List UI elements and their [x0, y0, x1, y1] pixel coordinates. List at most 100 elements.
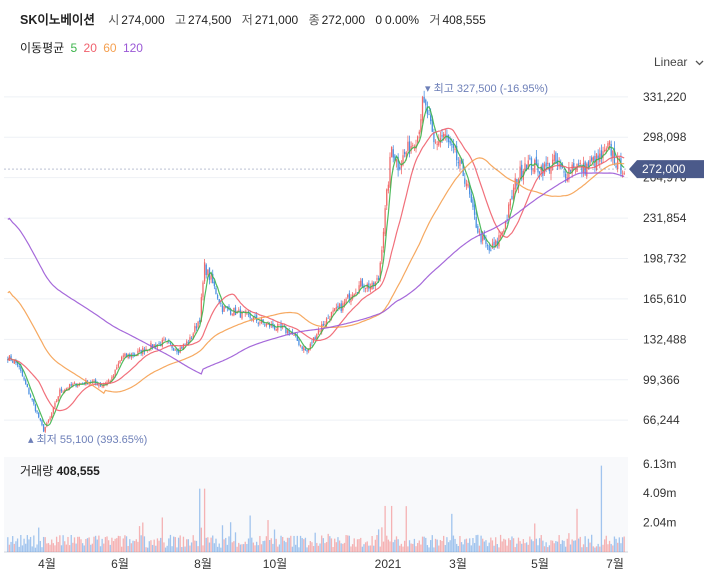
volume-tick-label: 4.09m	[643, 486, 676, 500]
candle-body	[72, 383, 74, 386]
volume-bar	[514, 547, 516, 552]
volume-bar	[94, 535, 97, 552]
volume-bar	[93, 536, 95, 552]
candle-body	[231, 314, 233, 316]
volume-bar	[369, 545, 372, 552]
candle-body	[101, 385, 103, 387]
candle-body	[49, 417, 51, 420]
candle-body	[93, 380, 95, 383]
candle-body	[449, 140, 451, 144]
candle-body	[586, 163, 588, 177]
candle-body	[374, 281, 377, 287]
volume-bar	[134, 541, 136, 552]
volume-bar	[382, 541, 385, 552]
candle-body	[426, 106, 429, 115]
volume-bar	[612, 545, 614, 552]
moving-average-legend[interactable]: 이동평균 5 20 60 120	[20, 39, 146, 56]
volume-bar	[299, 535, 302, 552]
volume-bar	[262, 541, 264, 552]
candle-body	[555, 152, 557, 164]
candle-body	[161, 339, 163, 347]
price-axis: 331,220298,098264,976231,854198,732165,6…	[643, 90, 687, 427]
volume-bar	[290, 535, 292, 552]
candle-body	[529, 157, 531, 159]
candle-body	[456, 145, 458, 161]
candle-body	[286, 330, 289, 334]
volume-bar	[423, 536, 425, 552]
volume-bar	[229, 522, 232, 552]
candle-body	[504, 221, 507, 230]
volume-bar	[26, 535, 28, 552]
candle-body	[169, 343, 172, 344]
volume-bar	[534, 523, 536, 552]
candle-body	[259, 322, 261, 324]
candle-body	[416, 136, 419, 143]
candle-body	[451, 144, 453, 145]
candle-body	[337, 305, 339, 308]
volume-bar	[428, 547, 430, 552]
volume-bar	[446, 537, 448, 552]
volume-bar	[288, 537, 290, 552]
volume-panel-title: 거래량	[20, 464, 54, 478]
candle-body	[521, 164, 523, 177]
candle-body	[130, 354, 133, 358]
volume-bar	[77, 536, 79, 552]
volume-bar	[316, 542, 318, 552]
candle-body	[373, 282, 375, 287]
volume-bar	[547, 547, 549, 552]
candle-body	[623, 172, 625, 175]
volume-bar	[586, 547, 588, 552]
candle-body	[582, 163, 585, 172]
candle-body	[514, 178, 516, 190]
volume-bar	[36, 544, 38, 552]
candle-body	[550, 166, 552, 174]
volume-bar	[65, 544, 68, 552]
volume-bar	[242, 544, 245, 552]
candle-body	[395, 159, 398, 162]
volume-bar	[296, 535, 298, 552]
candle-body	[202, 282, 204, 298]
volume-bar	[147, 547, 149, 552]
candle-body	[465, 183, 468, 186]
candle-body	[335, 307, 337, 309]
volume-bar	[54, 545, 56, 552]
volume-bar	[504, 539, 507, 552]
ma-5-label: 5	[70, 41, 78, 55]
candle-body	[299, 345, 302, 346]
candle-body	[192, 333, 194, 338]
candle-body	[47, 420, 50, 423]
candle-body	[65, 388, 68, 390]
candle-body	[314, 337, 316, 340]
volume-bar	[277, 546, 279, 552]
volume-bar	[112, 541, 115, 552]
volume-bar	[503, 538, 505, 552]
volume-bar	[130, 543, 133, 552]
candle-body	[472, 199, 474, 208]
candle-body	[158, 343, 160, 344]
volume-bar	[160, 537, 162, 552]
candle-body	[381, 249, 383, 261]
candle-body	[127, 354, 129, 359]
volume-bar	[38, 527, 40, 552]
candle-body	[428, 114, 430, 116]
chevron-down-icon	[695, 60, 704, 66]
time-tick-label: 2021	[375, 557, 402, 571]
volume-bar	[13, 543, 15, 552]
candle-body	[509, 198, 511, 206]
volume-bar	[486, 546, 489, 552]
candle-body	[436, 143, 438, 145]
scale-toggle-button[interactable]: Linear	[654, 55, 704, 69]
candle-body	[216, 294, 219, 299]
candle-body	[329, 319, 331, 320]
volume-bar	[408, 540, 411, 552]
candle-body	[324, 324, 326, 326]
volume-bar	[10, 541, 12, 552]
volume-bar	[495, 537, 497, 552]
volume-bar	[509, 540, 511, 552]
volume-bar	[121, 546, 123, 552]
volume-bar	[197, 546, 199, 552]
candle-body	[13, 360, 15, 364]
volume-bar	[190, 542, 193, 552]
candle-body	[356, 292, 359, 293]
